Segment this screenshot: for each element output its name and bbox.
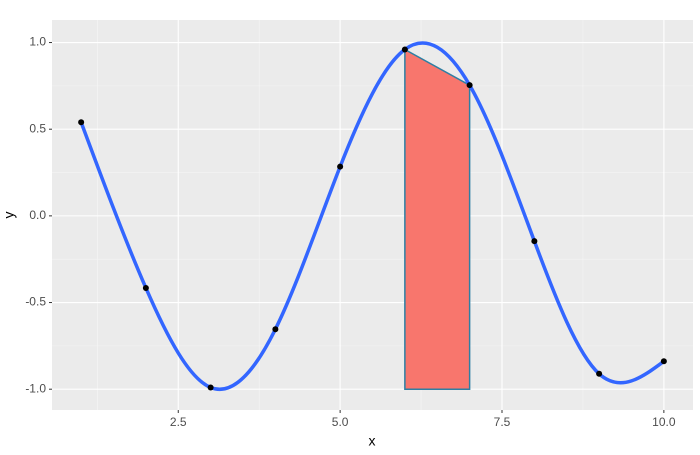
x-tick-label: 5.0: [332, 415, 349, 429]
point: [401, 46, 408, 53]
point: [272, 326, 279, 333]
y-tick-label: -0.5: [25, 295, 46, 309]
point: [337, 163, 344, 170]
point: [531, 238, 538, 245]
point: [78, 119, 85, 126]
point: [466, 82, 473, 89]
shaded-area: [404, 48, 471, 390]
x-axis-title: x: [369, 433, 376, 449]
y-tick-label: -1.0: [25, 381, 46, 395]
y-tick-label: 1.0: [29, 35, 46, 49]
panel-background: [52, 20, 693, 410]
x-tick-label: 10.0: [652, 415, 676, 429]
y-tick-label: 0.5: [29, 121, 46, 135]
line: [79, 41, 665, 391]
x-tick-label: 7.5: [494, 415, 511, 429]
x-tick-label: 2.5: [170, 415, 187, 429]
y-tick-label: 0.0: [29, 208, 46, 222]
point: [207, 384, 214, 391]
point: [142, 284, 149, 291]
y-axis-title: y: [1, 212, 17, 219]
point: [596, 370, 603, 377]
point: [660, 358, 667, 365]
